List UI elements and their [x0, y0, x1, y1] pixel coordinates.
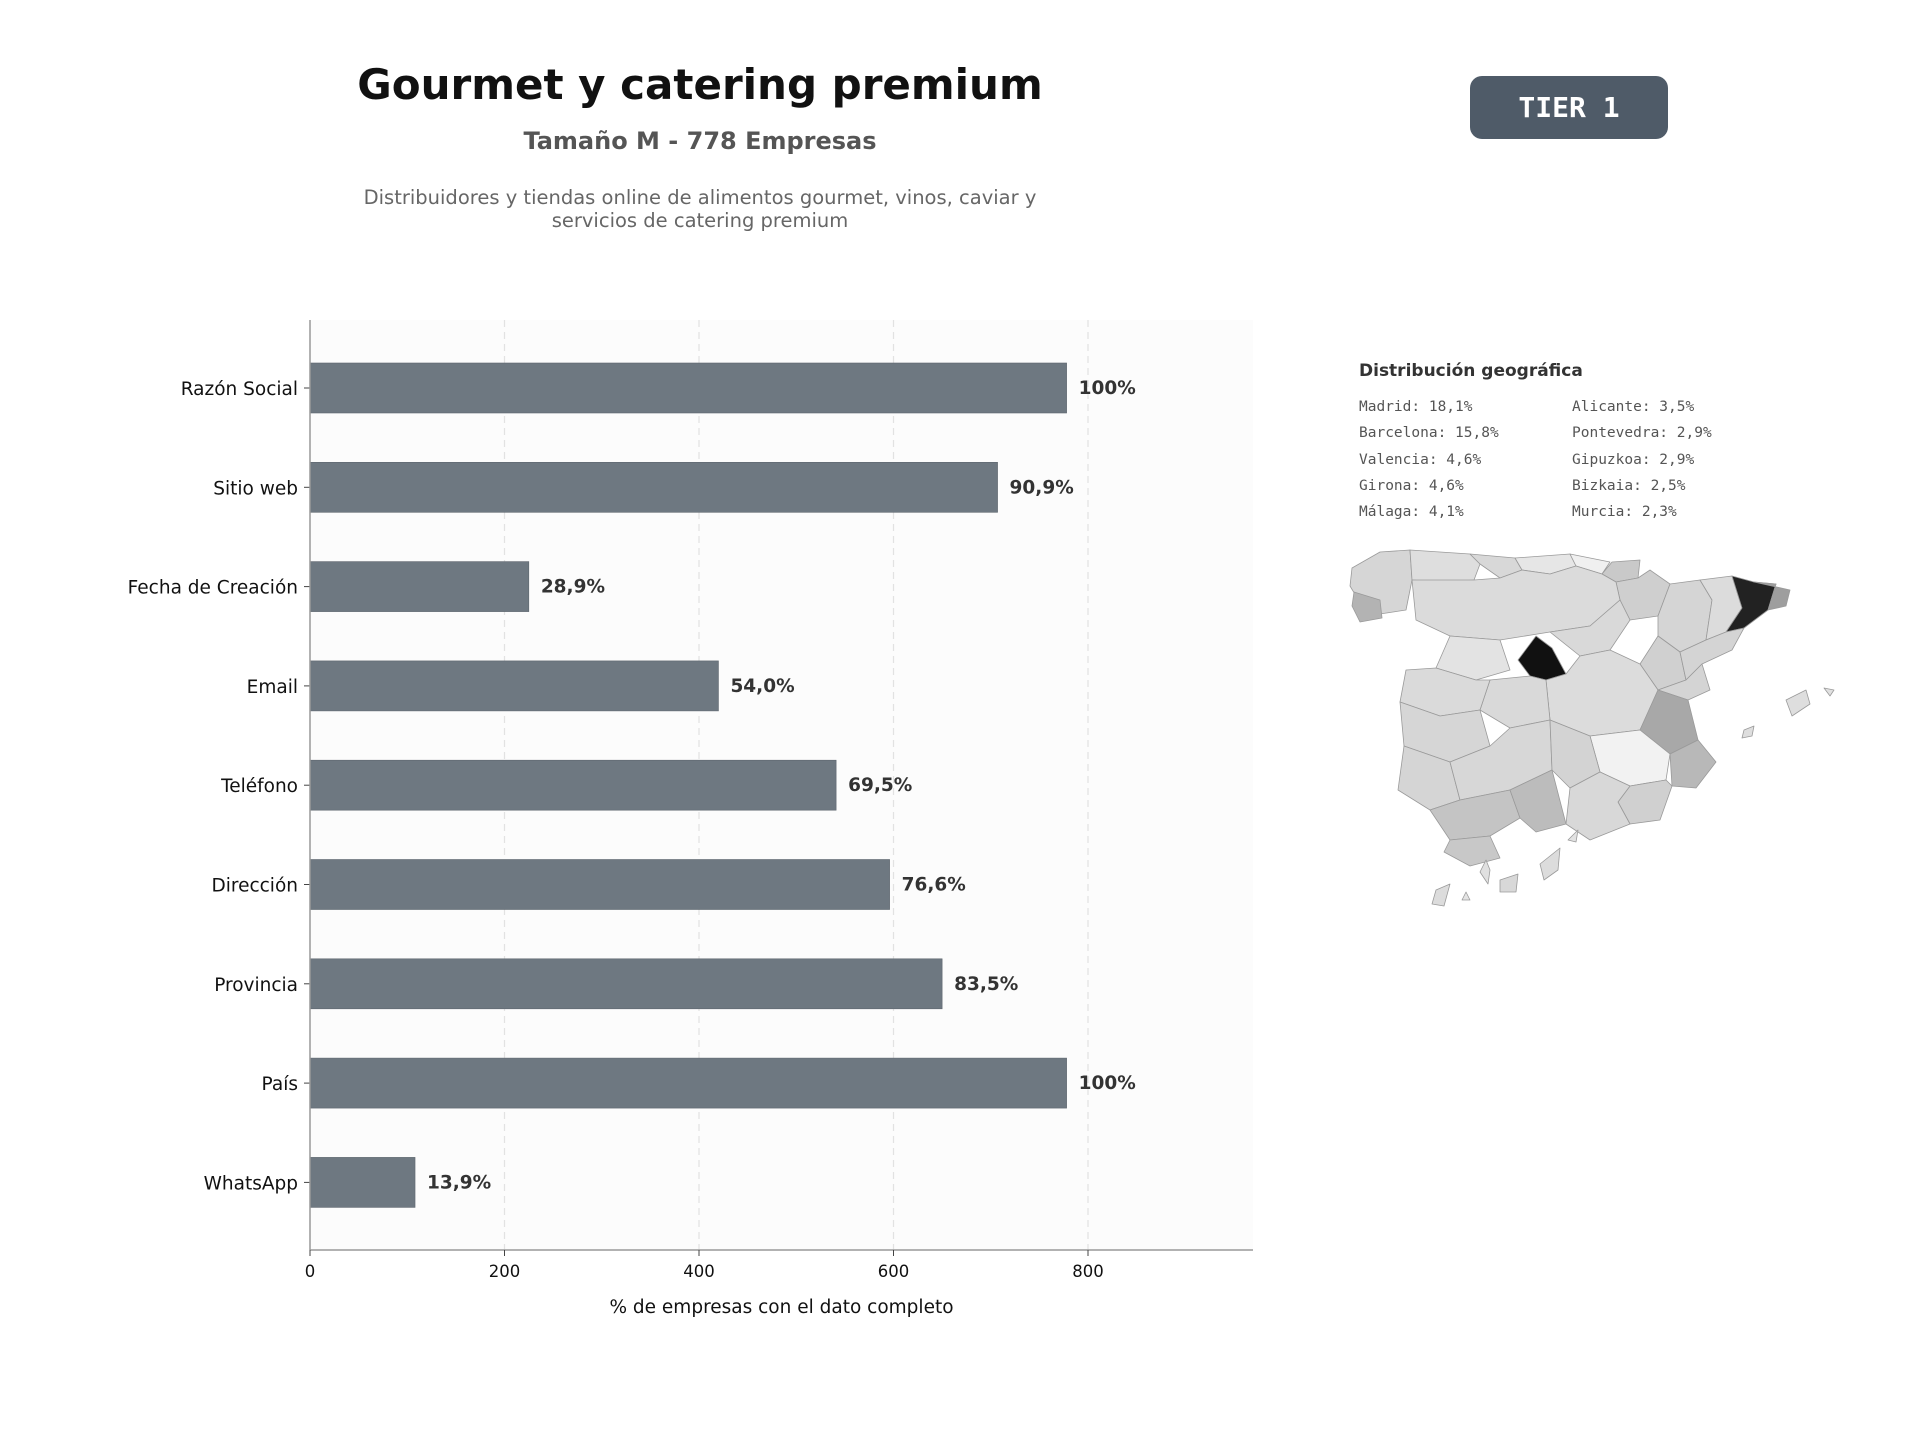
- map-region: [1539, 847, 1561, 881]
- geo-item: Bizkaia: 2,5%: [1572, 477, 1686, 494]
- category-label: Email: [247, 677, 298, 698]
- map-region: [1409, 549, 1481, 583]
- geo-title: Distribución geográfica: [1359, 361, 1583, 381]
- geo-list: Madrid: 18,1% Alicante: 3,5% Barcelona: …: [1359, 398, 1749, 522]
- map-region: [1679, 627, 1745, 681]
- map-region: [1567, 829, 1579, 843]
- map-region: [1435, 635, 1511, 681]
- geo-item: Murcia: 2,3%: [1572, 504, 1677, 521]
- geo-item: Alicante: 3,5%: [1572, 399, 1695, 415]
- category-label: Provincia: [214, 975, 298, 996]
- bar: [309, 561, 530, 612]
- bar: [309, 958, 943, 1010]
- map-region: [1431, 883, 1451, 907]
- data-label: 76,6%: [902, 875, 966, 896]
- category-label: Sitio web: [213, 478, 298, 499]
- data-label: 54,0%: [730, 676, 794, 697]
- map-region: [1351, 591, 1383, 623]
- page-title: Gourmet y catering premium: [357, 60, 1043, 109]
- category-label: Teléfono: [220, 776, 298, 797]
- description-line: servicios de catering premium: [551, 209, 849, 232]
- geo-item: Girona: 4,6%: [1359, 477, 1464, 494]
- category-label: Razón Social: [181, 379, 298, 400]
- bar: [309, 1057, 1067, 1109]
- map-region: [1753, 581, 1791, 611]
- bar: [309, 759, 837, 811]
- description: Distribuidores y tiendas online de alime…: [330, 186, 1070, 232]
- x-tick-label: 200: [489, 1262, 521, 1281]
- bar: [309, 362, 1067, 414]
- data-label: 100%: [1079, 378, 1136, 399]
- map-region: [1565, 771, 1631, 841]
- x-tick-label: 800: [1072, 1262, 1104, 1281]
- description-line: Distribuidores y tiendas online de alime…: [363, 186, 1037, 209]
- category-label: Dirección: [212, 876, 299, 897]
- geo-item: Valencia: 4,6%: [1359, 451, 1482, 468]
- x-tick-label: 400: [683, 1262, 715, 1281]
- geo-item: Madrid: 18,1%: [1359, 399, 1473, 415]
- bar: [309, 660, 719, 712]
- page-subtitle: Tamaño M - 778 Empresas: [523, 127, 877, 155]
- data-label: 13,9%: [427, 1172, 491, 1193]
- data-label: 100%: [1079, 1073, 1136, 1094]
- tier-badge: TIER 1: [1470, 76, 1668, 139]
- map-region: [1499, 873, 1519, 893]
- map-region: [1741, 725, 1755, 739]
- map-region: [1443, 835, 1501, 867]
- geo-item: Pontevedra: 2,9%: [1572, 425, 1712, 442]
- x-tick-label: 600: [878, 1262, 910, 1281]
- bar: [309, 859, 890, 910]
- geo-item: Barcelona: 15,8%: [1359, 425, 1499, 442]
- bar: [309, 1157, 416, 1208]
- category-label: Fecha de Creación: [128, 578, 298, 599]
- geo-item: Gipuzkoa: 2,9%: [1572, 451, 1695, 468]
- category-label: WhatsApp: [204, 1173, 298, 1194]
- map-region: [1785, 689, 1811, 717]
- map-region: [1509, 769, 1567, 833]
- map-region: [1479, 859, 1491, 885]
- data-label: 69,5%: [848, 775, 912, 796]
- map-region: [1517, 635, 1567, 681]
- geo-item: Málaga: 4,1%: [1359, 504, 1464, 521]
- spain-map: [1349, 549, 1835, 907]
- x-axis-label: % de empresas con el dato completo: [609, 1297, 953, 1318]
- data-label: 90,9%: [1010, 477, 1074, 498]
- map-region: [1479, 675, 1551, 729]
- x-tick-label: 0: [305, 1262, 316, 1281]
- category-label: País: [262, 1074, 298, 1095]
- map-region: [1823, 687, 1835, 697]
- data-label: 28,9%: [541, 577, 605, 598]
- map-region: [1669, 739, 1717, 789]
- bar: [309, 461, 998, 513]
- map-region: [1461, 891, 1471, 901]
- data-label: 83,5%: [954, 974, 1018, 995]
